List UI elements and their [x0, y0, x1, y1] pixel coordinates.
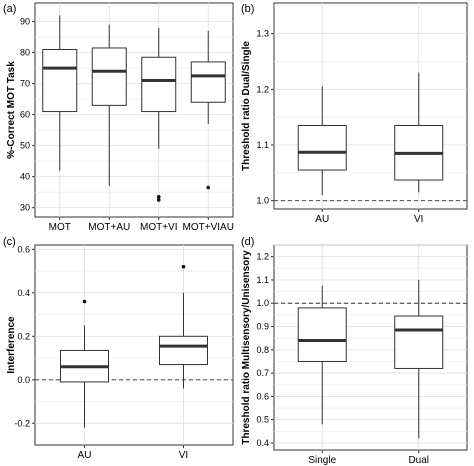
y-tick-label: 40 [20, 172, 30, 182]
y-tick-label: 0.4 [256, 438, 269, 448]
x-category-label: AU [315, 214, 329, 225]
panel-tag: (b) [241, 3, 254, 15]
panel-tag: (a) [3, 3, 16, 15]
iqr-box [91, 47, 127, 106]
panel-d: 0.4 0.5 0.6 0.7 0.8 0.9 1.0 1.1 1.2 Single Dual Thr… [241, 236, 468, 466]
y-tick-label: 0.2 [17, 331, 30, 341]
box-mot [42, 15, 78, 171]
box-dual [394, 279, 444, 439]
iqr-box [394, 315, 444, 369]
y-tick-label: 60 [20, 110, 30, 120]
y-tick-label: 0.8 [256, 345, 269, 355]
y-tick-label: 0.0 [17, 375, 30, 385]
y-tick-label: 1.0 [256, 298, 269, 308]
y-tick-label: 0.6 [256, 391, 269, 401]
y-tick-label: 0.4 [17, 288, 30, 298]
iqr-box [190, 61, 226, 103]
y-tick-label: 30 [20, 203, 30, 213]
y-tick-label: -0.2 [14, 418, 30, 428]
y-axis-title: Interference [6, 316, 17, 374]
box-mot-viau [190, 30, 226, 190]
y-tick-label: 1.3 [256, 29, 269, 39]
y-tick-label: 1.2 [256, 252, 269, 262]
y-tick-label: 0.6 [17, 244, 30, 254]
box-au [297, 86, 347, 196]
x-category-label: VI [414, 214, 423, 225]
iqr-box [42, 49, 78, 113]
box-mot-au [91, 24, 127, 186]
y-axis-title: Threshold ratio Multisensory/Unisensory [241, 250, 252, 445]
y-tick-label: 0.9 [256, 322, 269, 332]
y-tick-label: 70 [20, 79, 30, 89]
y-tick-label: 1.0 [256, 196, 269, 206]
y-tick-label: 1.1 [256, 275, 269, 285]
x-category-label: Dual [408, 455, 429, 466]
y-tick-label: 80 [20, 48, 30, 58]
panel-tag: (c) [3, 236, 16, 248]
iqr-box [297, 307, 347, 362]
outlier-point [156, 195, 161, 199]
box-vi [394, 72, 444, 193]
y-tick-label: 90 [20, 17, 30, 27]
x-category-label: MOT+VIAU [183, 222, 234, 233]
x-category-label: AU [78, 450, 92, 461]
panel-tag: (d) [241, 236, 254, 248]
y-axis-title: %-Correct MOT Task [6, 61, 17, 159]
panel-b: 1.0 1.1 1.2 1.3 AU VI Threshold ratio Dual/Sin… [241, 2, 468, 225]
x-category-label: Single [308, 455, 336, 466]
y-tick-label: 50 [20, 141, 30, 151]
outlier-point [206, 185, 211, 190]
box-vi [159, 264, 208, 389]
box-single [297, 285, 347, 425]
y-tick-label: 1.1 [256, 140, 269, 150]
iqr-box [297, 124, 347, 171]
outlier-point [82, 299, 87, 304]
x-category-label: MOT+VI [140, 222, 178, 233]
x-category-label: VI [179, 450, 188, 461]
y-tick-label: 0.5 [256, 415, 269, 425]
outlier-point [156, 198, 161, 202]
y-tick-label: 1.2 [256, 84, 269, 94]
y-tick-label: 0.7 [256, 368, 269, 378]
panel-a: 30 40 50 60 70 80 90 MOT MOT+AU MOT+VI MOT+VIAU %-C… [3, 2, 234, 233]
iqr-box [141, 56, 177, 113]
panel-c: -0.2 0.0 0.2 0.4 0.6 AU VI Interference (c) [3, 236, 234, 461]
box-au [60, 299, 109, 428]
outlier-point [181, 264, 186, 269]
box-mot-vi [141, 27, 177, 202]
x-category-label: MOT+AU [88, 222, 130, 233]
iqr-box [159, 335, 208, 366]
x-category-label: MOT [49, 222, 71, 233]
y-axis-title: Threshold ratio Dual/Single [241, 41, 252, 171]
